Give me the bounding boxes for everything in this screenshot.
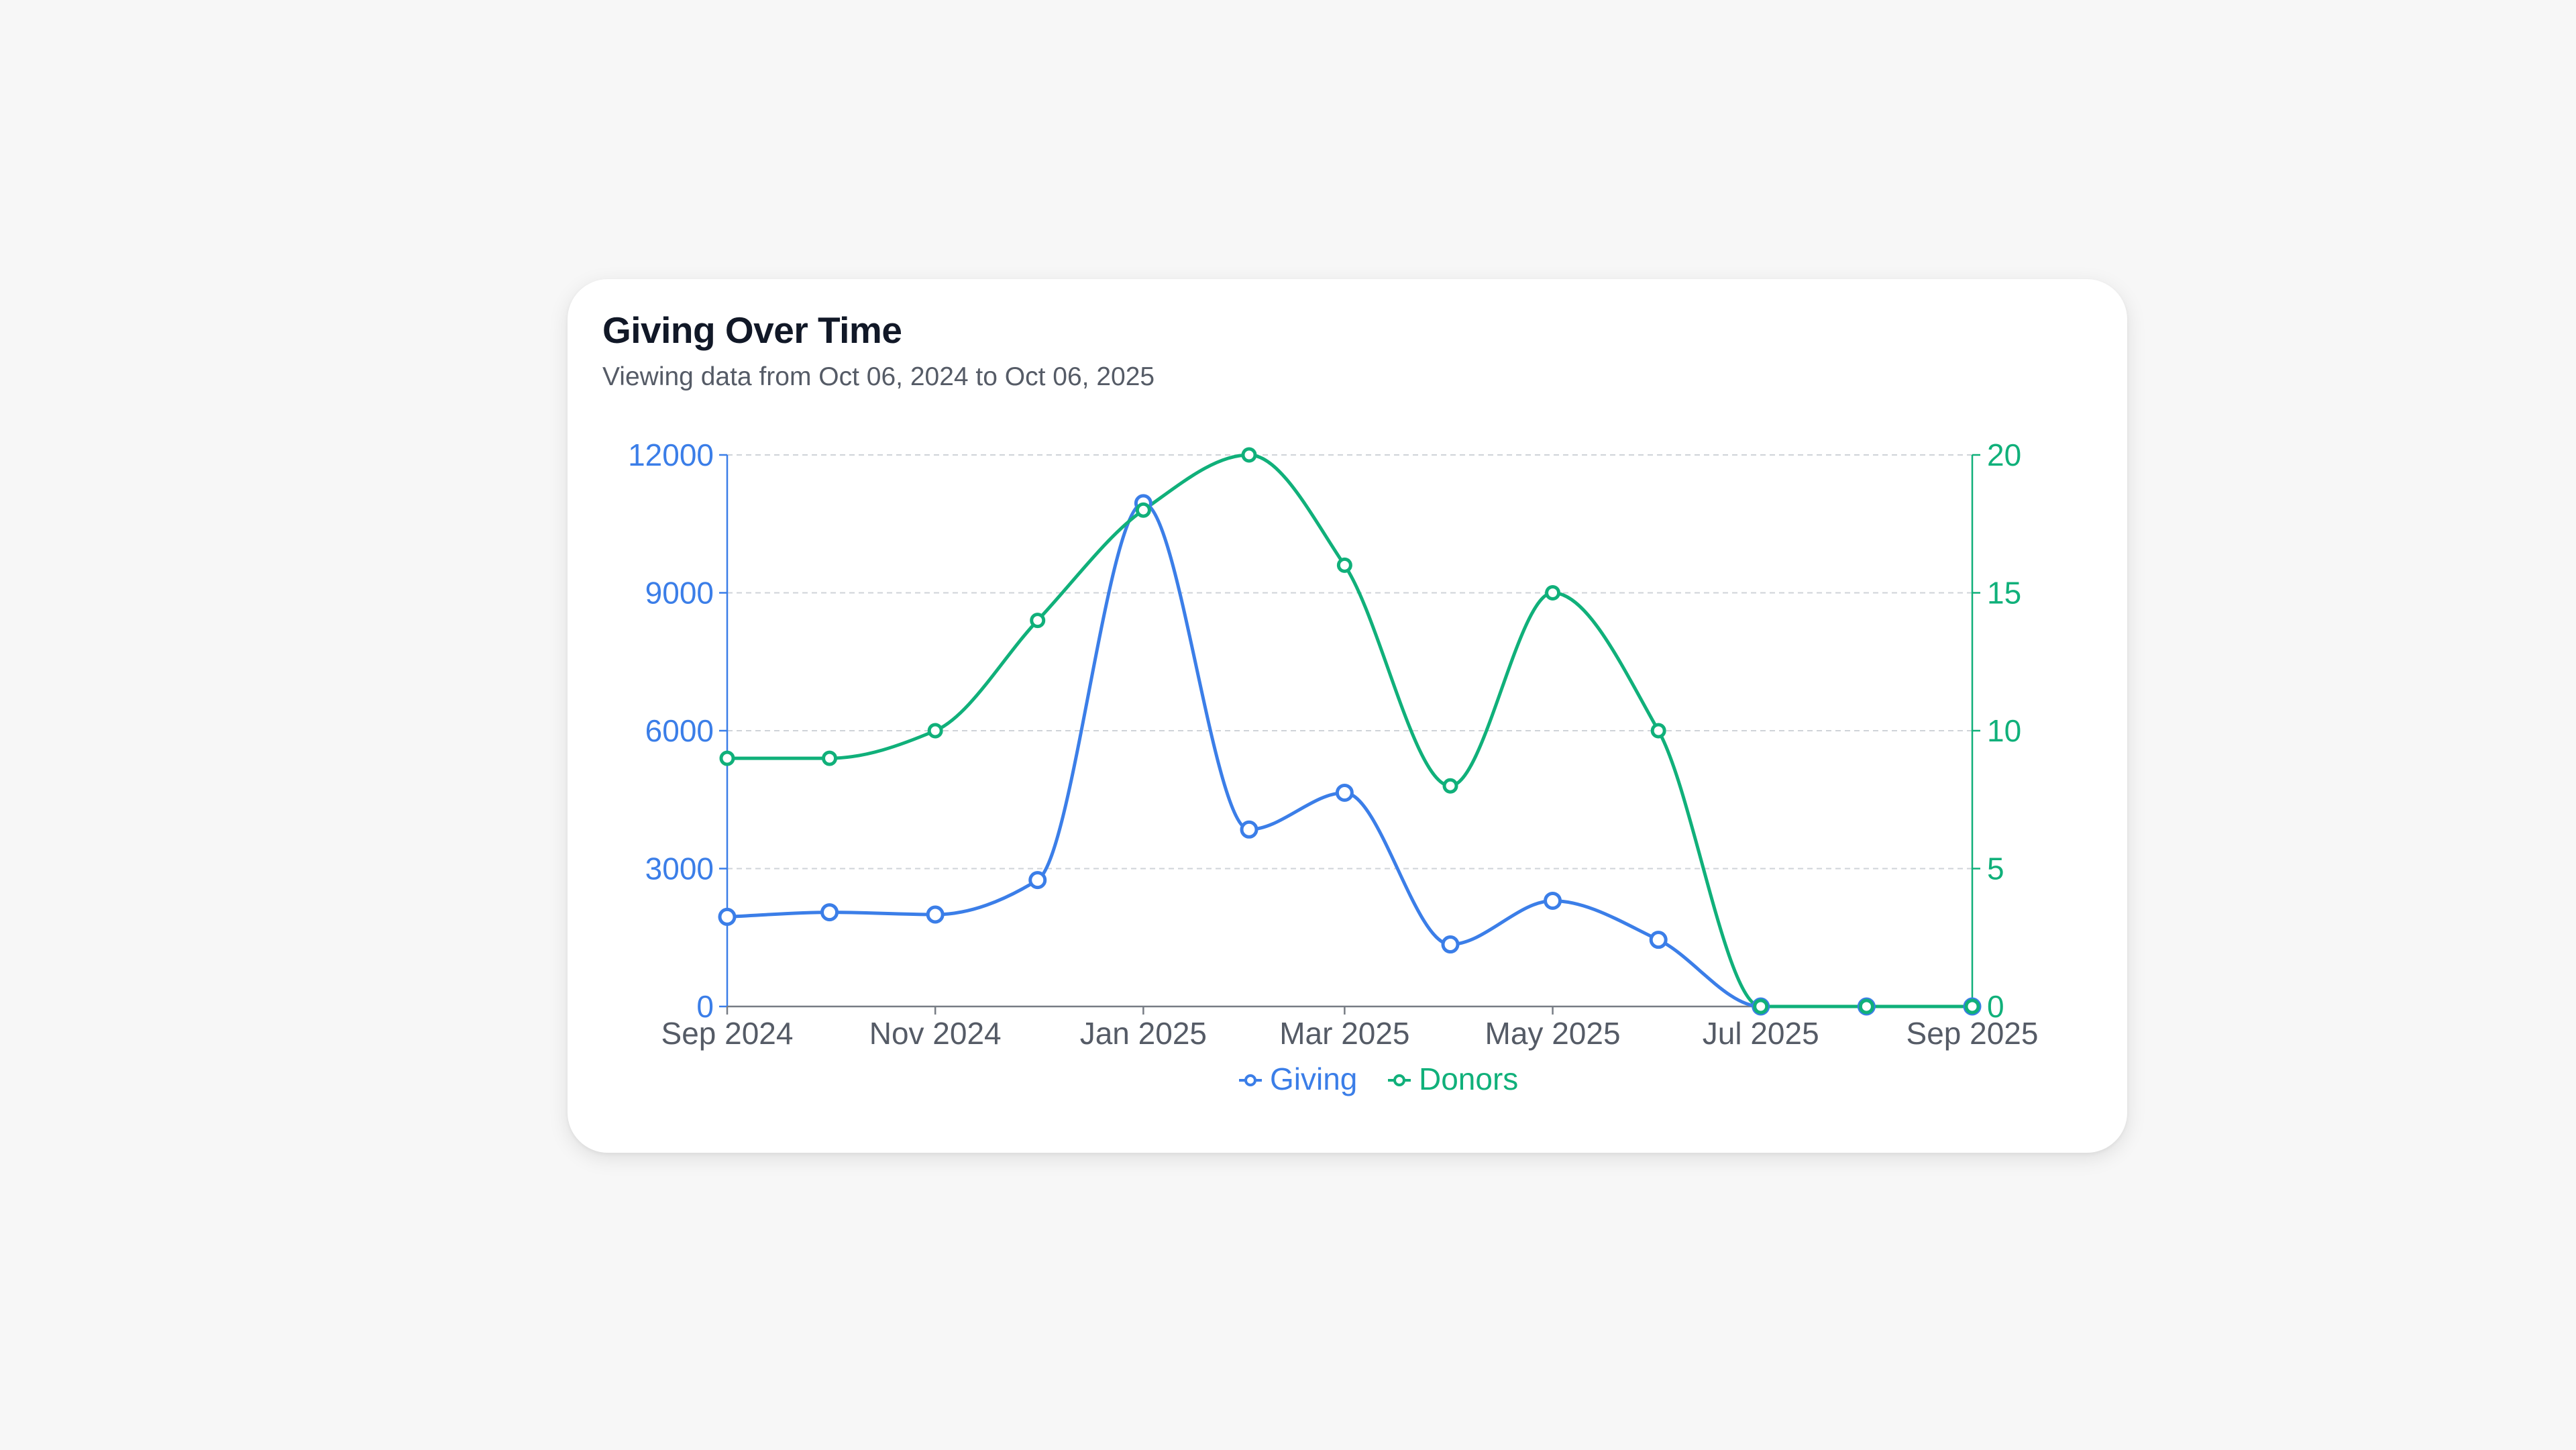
y-right-tick-label: 10 [1987,713,2021,748]
legend-label: Donors [1419,1061,1518,1096]
y-right-tick-label: 20 [1987,437,2021,472]
donors-point [1241,447,1257,463]
giving-point [1544,891,1562,910]
giving-point [926,905,945,924]
giving-point [820,903,839,922]
donors-point [1964,998,1980,1015]
line-chart: 0 3000 6000 9000 12000 0 5 10 15 20 Sep 2024 Nov 20… [628,437,2038,1096]
donors-point [1650,723,1666,739]
legend-item-giving: Giving [1239,1061,1357,1096]
chart-subtitle: Viewing data from Oct 06, 2024 to Oct 06… [602,362,1155,391]
y-right-tick-label: 5 [1987,851,2004,886]
giving-point [1240,820,1258,839]
donors-point [719,750,735,766]
x-tick-label: Sep 2025 [1907,1016,2039,1051]
x-tick-label: Sep 2024 [661,1016,794,1051]
giving-point [718,907,737,926]
donors-point [927,723,943,739]
series-points [718,447,1982,1016]
legend-swatch-marker [1244,1074,1256,1086]
donors-point [1030,613,1046,629]
giving-line [725,501,1974,1008]
donors-point [1858,998,1874,1015]
chart-legend: Giving Donors [1239,1061,1518,1096]
donors-point [822,750,838,766]
donors-point [1545,585,1561,601]
chart-card: Giving Over Time Viewing data from Oct 0… [568,279,2127,1153]
donors-point [1135,502,1151,518]
legend-swatch-marker [1393,1074,1405,1086]
x-tick-label: Jul 2025 [1703,1016,1819,1051]
y-right-tick-label: 15 [1987,576,2021,611]
series-lines [725,453,1974,1008]
giving-point [1028,871,1047,890]
donors-point [1336,557,1352,573]
x-tick-label: Jan 2025 [1080,1016,1207,1051]
y-left-tick-label: 6000 [645,713,714,748]
y-right-tick-label: 0 [1987,989,2004,1024]
y-left-tick-label: 0 [696,989,714,1024]
legend-label: Giving [1270,1061,1357,1096]
x-tick-label: Nov 2024 [869,1016,1002,1051]
axes: 0 3000 6000 9000 12000 0 5 10 15 20 Sep 2024 Nov 20… [628,437,2038,1051]
chart-title: Giving Over Time [602,309,902,351]
grid-lines [727,454,1972,870]
donors-point [1753,998,1769,1015]
y-left-tick-label: 3000 [645,851,714,886]
y-left-tick-label: 9000 [645,576,714,611]
y-left-tick-label: 12000 [628,437,714,472]
giving-point [1649,931,1668,949]
giving-point [1335,783,1354,802]
x-tick-label: Mar 2025 [1279,1016,1409,1051]
donors-line [725,453,1974,1008]
donors-point [1442,778,1458,794]
x-tick-label: May 2025 [1485,1016,1621,1051]
legend-item-donors: Donors [1388,1061,1518,1096]
giving-point [1441,935,1460,954]
